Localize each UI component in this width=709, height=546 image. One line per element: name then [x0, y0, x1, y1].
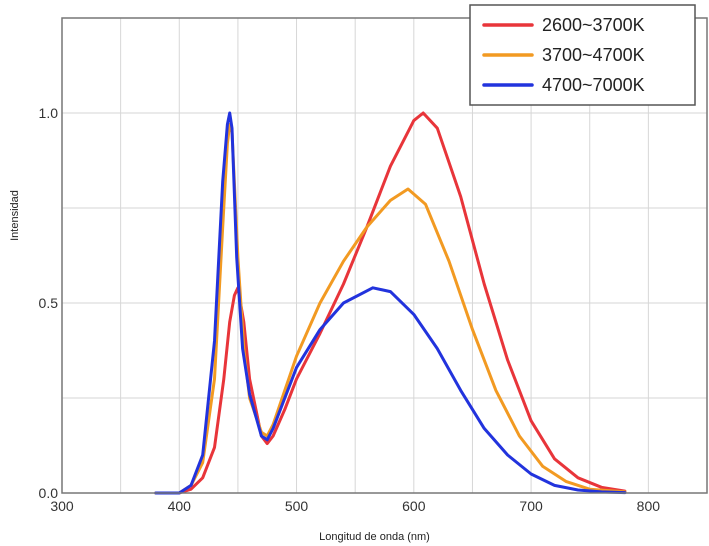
legend-label: 4700~7000K [542, 75, 645, 95]
x-axis-title: Longitud de onda (nm) [319, 531, 430, 543]
y-tick-label: 0.5 [39, 295, 59, 311]
series-line [154, 111, 627, 495]
legend-label: 3700~4700K [542, 45, 645, 65]
x-tick-label: 300 [50, 498, 74, 514]
x-tick-label: 400 [168, 498, 192, 514]
x-tick-label: 800 [637, 498, 661, 514]
axes: 300 400 500 600 700 800 0.0 0.5 1.0 Longitud de o… [9, 17, 708, 543]
legend-label: 2600~3700K [542, 15, 645, 35]
series-line [154, 111, 627, 495]
x-tick-label: 600 [402, 498, 426, 514]
y-tick-label: 0.0 [39, 485, 59, 501]
plot-frame [61, 17, 708, 494]
x-tick-label: 500 [285, 498, 309, 514]
series-line [154, 122, 627, 495]
y-axis-title: Intensidad [9, 190, 21, 241]
y-tick-label: 1.0 [39, 105, 59, 121]
legend: 2600~3700K 3700~4700K 4700~7000K [469, 4, 696, 106]
x-tick-label: 700 [519, 498, 543, 514]
